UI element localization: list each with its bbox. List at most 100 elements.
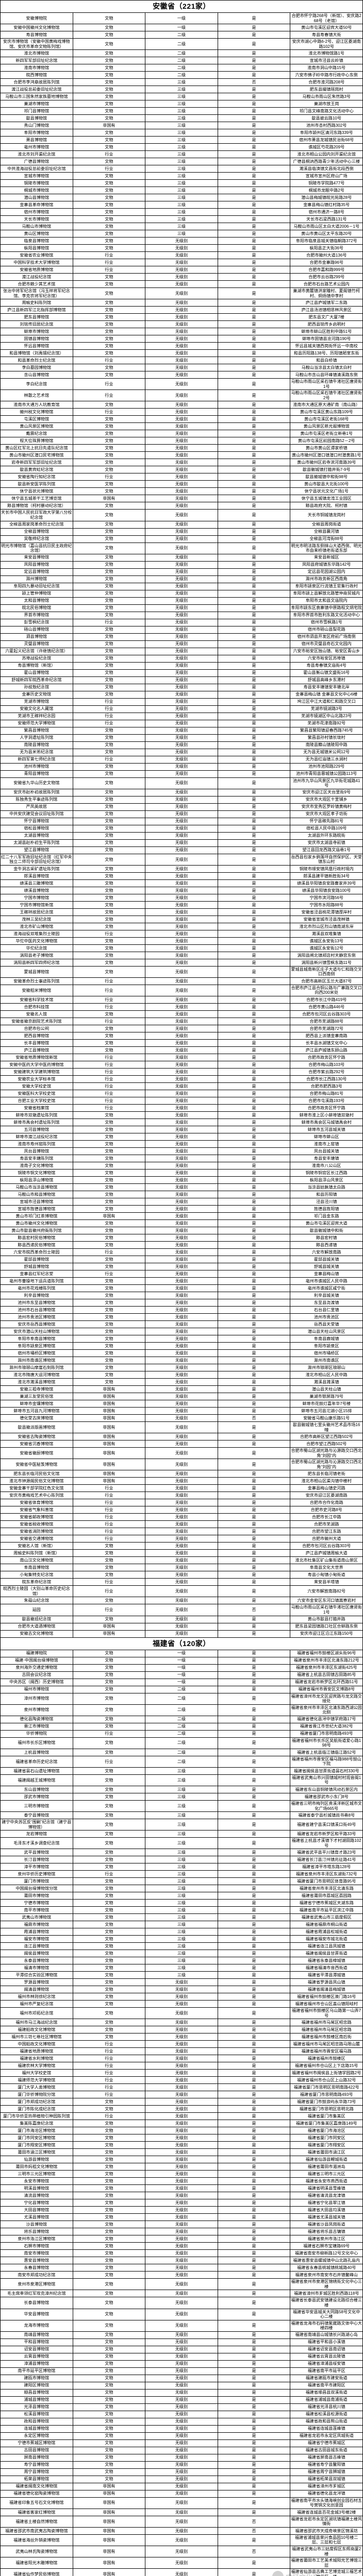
museum-address: 六安市解放南路82号 bbox=[290, 1585, 363, 1598]
museum-level: 无级别 bbox=[145, 1342, 218, 1350]
museum-type: 文物 bbox=[72, 194, 146, 202]
museum-type: 文物 bbox=[72, 2360, 146, 2368]
museum-type: 文物 bbox=[72, 364, 146, 372]
museum-type: 文物 bbox=[72, 1342, 146, 1350]
free-admission: 是 bbox=[217, 2468, 291, 2476]
museum-address: 宿州市砀山县梨花路 bbox=[290, 625, 363, 634]
museum-level: 无级别 bbox=[145, 2374, 218, 2382]
museum-address: 泾县泾川镇 bbox=[290, 1198, 363, 1206]
free-admission: 是 bbox=[217, 230, 291, 238]
table-row: 泰宁县博物馆 文物 三级是福建省泰宁县杉城镇尚书巷8号 bbox=[0, 1811, 363, 1820]
table-row: 涡阳县老子博物馆 文物 无级别是涡阳县闸北镇郑店村天静宫东侧 bbox=[0, 951, 363, 959]
museum-name: 五河县博物馆 bbox=[0, 1126, 73, 1134]
museum-address: 寿县安丰塘镇 bbox=[290, 1155, 363, 1163]
table-row: 茂林三吴纪念馆 文物 无级别是安徽省宣城市泾县茂林镇 bbox=[0, 915, 363, 923]
museum-address: 东至县尧渡镇 bbox=[290, 1299, 363, 1307]
museum-level: 无级别 bbox=[145, 901, 218, 909]
free-admission: 是 bbox=[217, 335, 291, 343]
free-admission: 是 bbox=[217, 459, 291, 467]
museum-level: 三级 bbox=[145, 1950, 218, 1958]
museum-address: 合肥市黄山路446号 bbox=[290, 1003, 363, 1011]
museum-type: 文物 bbox=[72, 810, 146, 818]
museum-level: 三级 bbox=[145, 86, 218, 94]
table-row: 厦门大学人类博物馆 行业 无级别是福建省厦门市思明区思明南路422号 bbox=[0, 2083, 363, 2092]
museum-level: 无级别 bbox=[145, 1585, 218, 1598]
museum-type: 文物 bbox=[72, 1162, 146, 1170]
museum-name: 毛主席率领红军攻克漳州纪念馆 bbox=[0, 2290, 73, 2298]
table-row: 安徽金寨干部学院红色文化馆 行业 无级别是金寨县梅山镇史河路 bbox=[0, 1484, 363, 1493]
museum-type: 行业 bbox=[72, 1528, 146, 1536]
free-admission: 是 bbox=[217, 1704, 291, 1716]
museum-level: 无级别 bbox=[145, 1032, 218, 1040]
museum-name: 建宁中央苏区反“围剿”纪念馆（建宁县博物馆） bbox=[0, 1819, 73, 1831]
table-row: 亳州市博物馆 文物 三级是谯城区芍花路209号 bbox=[0, 143, 363, 151]
museum-name: 福清市博物馆 bbox=[0, 1964, 73, 1972]
museum-name: 砀山县博物馆 bbox=[0, 625, 73, 634]
museum-type: 文物 bbox=[72, 676, 146, 684]
museum-level: 三级 bbox=[145, 1906, 218, 1914]
museum-type: 文物 bbox=[72, 451, 146, 460]
museum-address: 福建省泉州市南安市石井镇鳌峰山 bbox=[290, 2271, 363, 2279]
museum-name: 六霍起义纪念馆（许继慎纪念馆） bbox=[0, 647, 73, 655]
museum-name: 平和县博物馆 bbox=[0, 2338, 73, 2346]
museum-name: 枞阳县博物馆 bbox=[0, 244, 73, 252]
museum-level: 无级别 bbox=[145, 1263, 218, 1271]
museum-level: 无级别 bbox=[145, 582, 218, 590]
museum-level: 无级别 bbox=[145, 719, 218, 727]
museum-level: 无级别 bbox=[145, 2134, 218, 2142]
museum-type: 文物 bbox=[72, 1039, 146, 1047]
free-admission: 是 bbox=[217, 349, 291, 358]
table-row: 寿宁县博物馆 文物 无级别是福建省寿宁县鳌阳镇 bbox=[0, 2461, 363, 2469]
table-row: 永安市博物馆 文物 无级别是福建省永安市燕西街道 bbox=[0, 2177, 363, 2185]
museum-type: 文物 bbox=[72, 187, 146, 195]
museum-type: 文物 bbox=[72, 223, 146, 231]
table-row: 福建省客家红博物馆 非国有 无级别是福建省连城县百花金城3号楼2楼 bbox=[0, 2508, 363, 2516]
museum-level: 无级别 bbox=[145, 480, 218, 488]
museum-address: 金寨县梅山镇红村路35号 bbox=[290, 201, 363, 209]
museum-address: 黄山市屯溪区迎宾大道 bbox=[290, 1219, 363, 1228]
museum-address: 利辛县城关镇 bbox=[290, 1292, 363, 1300]
museum-address: 六安市解放南路 bbox=[290, 1248, 363, 1257]
museum-address: 池州市贵池区 bbox=[290, 1313, 363, 1321]
table-row: 苏埠战役纪念馆 文物 无级别是六安市裕安区苏埠镇 bbox=[0, 654, 363, 663]
free-admission: 是 bbox=[217, 280, 291, 289]
museum-name: 黄山区红军北上抗日先遣队纪念馆 bbox=[0, 444, 73, 452]
museum-type: 文物 bbox=[72, 879, 146, 887]
museum-name: 厦门市海沧区博物馆 bbox=[0, 2127, 73, 2135]
museum-address: 福建省东山县铜陵镇风动石景区内 bbox=[290, 1785, 363, 1793]
museum-level: 无级别 bbox=[145, 244, 218, 252]
museum-name: 皖东革命纪念馆 bbox=[0, 1578, 73, 1586]
museum-type: 非国有 bbox=[72, 1414, 146, 1422]
museum-address: 福建省宁化县翠江镇 bbox=[290, 2199, 363, 2207]
museum-level: 无级别 bbox=[145, 444, 218, 452]
museum-level: 三级 bbox=[145, 122, 218, 130]
museum-level: 无级别 bbox=[145, 832, 218, 840]
museum-address: 歙县披云路10号 bbox=[290, 114, 363, 123]
museum-type: 行业 bbox=[72, 1270, 146, 1278]
table-row: 池州市博物馆 文物 无级别是池州市池阳路229号 bbox=[0, 762, 363, 771]
museum-name: 中国闽台缘博物馆分馆 bbox=[0, 1885, 73, 1893]
free-admission: 是 bbox=[217, 1169, 291, 1177]
museum-address: 蒙城县城南新区庄子大道与仁和路交叉口西南侧 bbox=[290, 965, 363, 978]
museum-level: 无级别 bbox=[145, 389, 218, 402]
museum-type: 文物 bbox=[72, 1811, 146, 1820]
museum-level: 无级别 bbox=[145, 1364, 218, 1372]
table-row: 安徽省交通博物馆 行业 无级别是合肥市徽州大道 bbox=[0, 1535, 363, 1543]
museum-name: 南靖县博物馆 bbox=[0, 2331, 73, 2339]
table-row: 全椒县周家岗革命烈士纪念馆 文物 无级别是全椒县周岗街道 bbox=[0, 520, 363, 529]
museum-level: 无级别 bbox=[145, 1313, 218, 1321]
museum-name: 全椒县博物馆 bbox=[0, 528, 73, 536]
table-row: 福安市博物馆 文物 三级是福建省福安市城北街道 bbox=[0, 1935, 363, 1943]
table-row: 淮南市寿州窑陈列馆 文物 无级别是淮南市上窑镇 bbox=[0, 1140, 363, 1148]
table-row: 吴敬梓纪念馆 文物 无级别是全椒县河湾街88号 bbox=[0, 535, 363, 543]
museum-type: 文物 bbox=[72, 726, 146, 735]
museum-name: 泉州市泉港区博物馆 bbox=[0, 2278, 73, 2291]
museum-type: 行业 bbox=[72, 1870, 146, 1878]
museum-name: 南平市博物馆 bbox=[0, 1906, 73, 1914]
museum-address: 福建省邵武市天成奇峡景区锦溪坊 bbox=[290, 2527, 363, 2535]
museum-address: 安徽省马鞍山康乐路51号 bbox=[290, 1414, 363, 1422]
table-row: 肥东县长临河民俗文化馆 非国有 无级别是肥东县长临河镇老街 bbox=[0, 1470, 363, 1478]
museum-type: 文物 bbox=[72, 788, 146, 796]
free-admission: 是 bbox=[217, 937, 291, 945]
museum-name: 亳州市花戏楼陈列馆 bbox=[0, 1284, 73, 1293]
